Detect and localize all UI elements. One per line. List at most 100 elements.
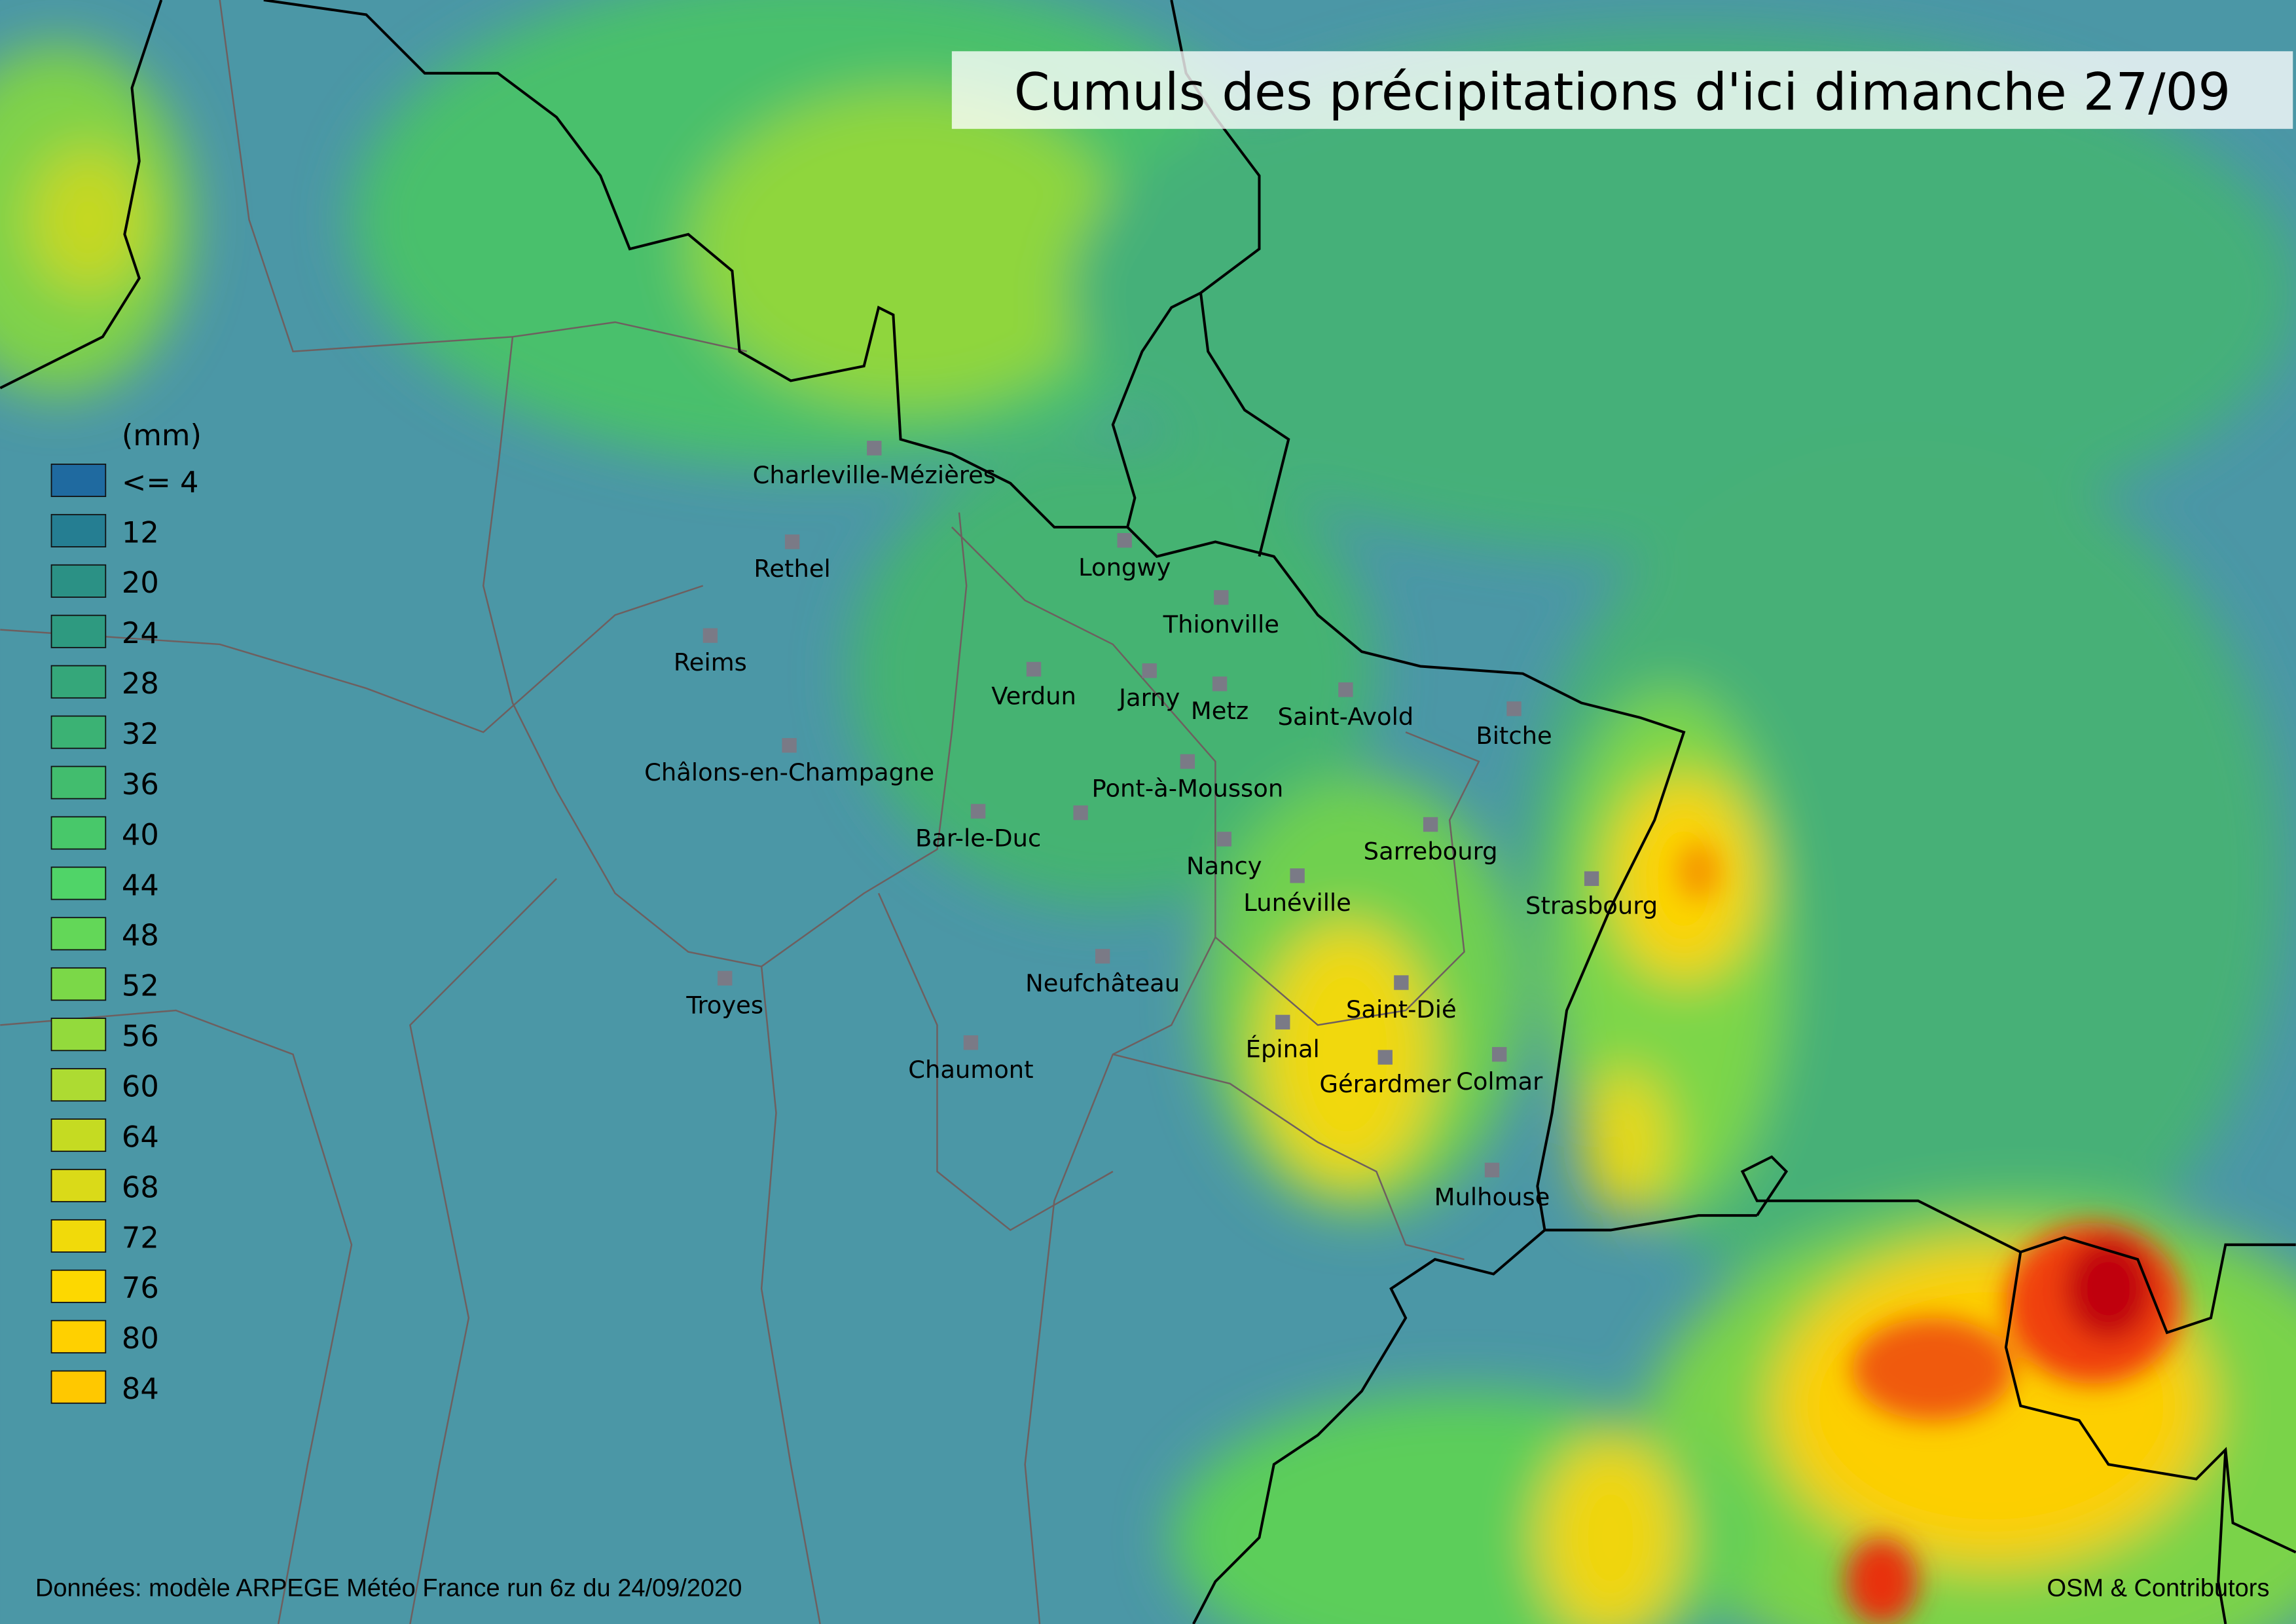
city-marker bbox=[1095, 949, 1110, 964]
city-marker bbox=[1394, 975, 1409, 990]
city-marker bbox=[1377, 1050, 1393, 1065]
legend-label: 64 bbox=[122, 1119, 159, 1154]
legend-swatch bbox=[50, 463, 107, 497]
city: Bitche bbox=[1476, 701, 1552, 750]
legend-swatch bbox=[50, 1370, 107, 1404]
city-marker bbox=[867, 441, 882, 456]
city-marker bbox=[784, 534, 800, 549]
legend-swatch bbox=[50, 665, 107, 699]
city-label: Épinal bbox=[1246, 1035, 1320, 1063]
city-marker bbox=[1492, 1046, 1507, 1062]
city: Pont-à-Mousson bbox=[1092, 754, 1283, 803]
legend-label: 44 bbox=[122, 868, 159, 902]
legend-swatch bbox=[50, 1219, 107, 1253]
city-label: Metz bbox=[1191, 697, 1248, 725]
city-marker bbox=[702, 628, 718, 643]
city: Colmar bbox=[1456, 1046, 1543, 1096]
city-marker bbox=[1275, 1014, 1290, 1030]
legend-label: 52 bbox=[122, 969, 159, 1003]
city-label: Jarny bbox=[1118, 684, 1180, 712]
legend-swatch bbox=[50, 564, 107, 598]
city-marker bbox=[1290, 868, 1305, 883]
legend-label: 48 bbox=[122, 918, 159, 953]
city-label: Charleville-Mézières bbox=[753, 461, 996, 489]
region-borders bbox=[0, 0, 1480, 1624]
city-label: Troyes bbox=[685, 991, 763, 1019]
legend-label: 20 bbox=[122, 565, 159, 600]
legend-swatch bbox=[50, 816, 107, 850]
city-marker bbox=[1142, 663, 1157, 678]
city-marker bbox=[1484, 1162, 1500, 1177]
city: Rethel bbox=[754, 534, 831, 583]
city: Charleville-Mézières bbox=[753, 441, 996, 489]
city-marker bbox=[963, 1035, 979, 1050]
legend-unit: (mm) bbox=[122, 418, 202, 452]
legend-label: 60 bbox=[122, 1069, 159, 1104]
city: Longwy bbox=[1078, 532, 1171, 581]
city-marker bbox=[1584, 871, 1599, 886]
city-marker bbox=[782, 738, 797, 753]
city: Neufchâteau bbox=[1025, 949, 1180, 997]
legend-swatch bbox=[50, 1018, 107, 1052]
legend-swatch bbox=[50, 766, 107, 800]
legend-swatch bbox=[50, 513, 107, 547]
city: Saint-Avold bbox=[1278, 682, 1414, 731]
city-label: Chaumont bbox=[908, 1056, 1033, 1084]
city-label: Bar-le-Duc bbox=[915, 824, 1041, 853]
city-label: Colmar bbox=[1456, 1067, 1543, 1096]
map-title: Cumuls des précipitations d'ici dimanche… bbox=[1014, 63, 2231, 122]
city-label: Saint-Avold bbox=[1278, 703, 1414, 731]
city: Châlons-en-Champagne bbox=[644, 738, 934, 786]
city-marker bbox=[1180, 754, 1195, 769]
legend-swatch bbox=[50, 715, 107, 749]
city-label: Saint-Dié bbox=[1346, 995, 1457, 1024]
city: Lunéville bbox=[1243, 868, 1351, 917]
city-label: Lunéville bbox=[1243, 889, 1351, 917]
legend-label: 12 bbox=[122, 515, 159, 549]
city-marker bbox=[1338, 682, 1353, 697]
legend-label: 28 bbox=[122, 666, 159, 701]
city-label: Neufchâteau bbox=[1025, 969, 1180, 997]
legend-label: 68 bbox=[122, 1170, 159, 1204]
city-marker bbox=[1117, 532, 1132, 548]
city: Metz bbox=[1191, 676, 1248, 725]
city-label: Gérardmer bbox=[1319, 1070, 1451, 1098]
city: Nancy bbox=[1186, 832, 1262, 880]
city: Strasbourg bbox=[1525, 871, 1658, 919]
city: Saint-Dié bbox=[1346, 975, 1457, 1024]
city: Épinal bbox=[1246, 1014, 1320, 1063]
city: Thionville bbox=[1163, 590, 1279, 638]
city-layer: Charleville-Mézières Rethel Reims Châlons-e… bbox=[644, 441, 1658, 1211]
city-marker bbox=[1216, 832, 1231, 847]
legend-swatch bbox=[50, 1118, 107, 1153]
city: Gérardmer bbox=[1319, 1050, 1451, 1098]
city: Bar-le-Duc bbox=[915, 803, 1041, 853]
city-marker bbox=[1423, 817, 1438, 832]
city-label: Longwy bbox=[1078, 553, 1171, 581]
city: Jarny bbox=[1118, 663, 1180, 712]
city-label: Mulhouse bbox=[1434, 1183, 1550, 1211]
legend-swatch bbox=[50, 917, 107, 951]
legend-swatch bbox=[50, 1168, 107, 1202]
city-label: Rethel bbox=[754, 555, 830, 583]
city-label: Thionville bbox=[1163, 610, 1279, 638]
legend-label: 24 bbox=[122, 616, 159, 650]
legend-label: <= 4 bbox=[122, 464, 199, 499]
legend-label: 56 bbox=[122, 1019, 159, 1054]
city-marker bbox=[970, 803, 986, 819]
city-marker bbox=[1073, 805, 1088, 821]
city-marker bbox=[718, 970, 733, 986]
legend-swatch bbox=[50, 614, 107, 648]
city-label: Châlons-en-Champagne bbox=[644, 758, 934, 786]
data-source-credit: Données: modèle ARPEGE Météo France run … bbox=[35, 1575, 742, 1602]
city-label: Bitche bbox=[1476, 722, 1552, 750]
city: Verdun bbox=[991, 661, 1076, 710]
city: Chaumont bbox=[908, 1035, 1034, 1084]
city: Mulhouse bbox=[1434, 1162, 1550, 1211]
city-label: Verdun bbox=[991, 682, 1076, 710]
city-label: Strasbourg bbox=[1525, 891, 1658, 919]
city-marker bbox=[1214, 590, 1229, 605]
legend-label: 72 bbox=[122, 1220, 159, 1255]
legend-swatch bbox=[50, 1269, 107, 1303]
